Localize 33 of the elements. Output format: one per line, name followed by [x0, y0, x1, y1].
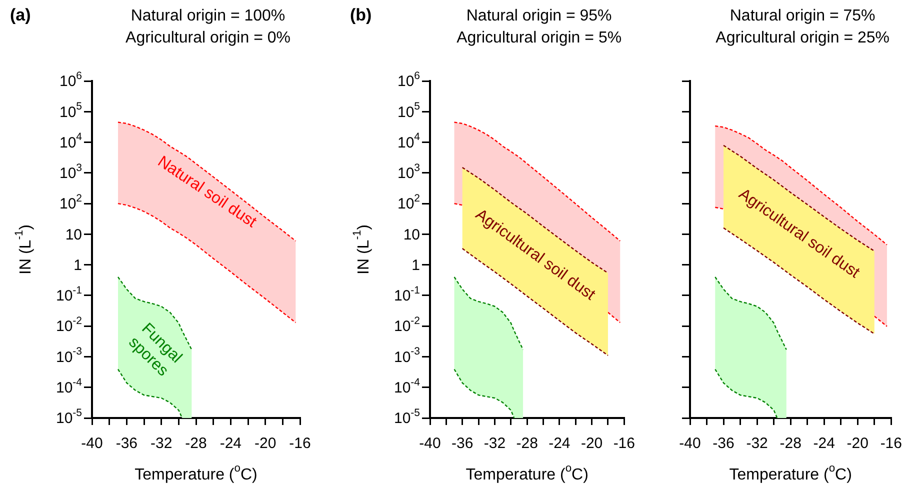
x-tick-label: -28	[780, 435, 802, 452]
x-tick-label: -36	[116, 435, 138, 452]
chart-title: Natural origin = 100% Agricultural origin = 0%	[126, 7, 290, 46]
y-tick-label: 1	[412, 256, 420, 274]
x-tick-label: -20	[846, 435, 868, 452]
x-tick-label: -40	[419, 435, 441, 452]
text: (b)	[350, 6, 372, 25]
x-tick-label: -40	[679, 435, 701, 452]
chart-title: Natural origin = 95% Agricultural origin = 5%	[456, 7, 622, 46]
x-tick-label: -16	[289, 435, 311, 452]
x-tick-label: -32	[150, 435, 172, 452]
y-tick-label: 10	[403, 226, 420, 244]
x-tick-label: -24	[813, 435, 835, 452]
y-tick-label: 10	[65, 226, 82, 244]
y-tick-label: 1	[74, 256, 82, 274]
x-tick-label: -16	[613, 435, 636, 452]
x-tick-label: -28	[185, 435, 207, 452]
text: (a)	[10, 6, 31, 25]
x-tick-label: -32	[746, 435, 768, 452]
x-tick-label: -40	[81, 435, 103, 452]
chart-title: Natural origin = 75% Agricultural origin = 25%	[716, 7, 890, 46]
x-tick-label: -20	[254, 435, 276, 452]
y-axis-title: IN (L-1)	[14, 224, 34, 274]
x-tick-label: -24	[220, 435, 242, 452]
x-tick-label: -16	[880, 435, 902, 452]
x-tick-label: -20	[580, 435, 603, 452]
x-tick-label: -36	[452, 435, 474, 452]
y-axis-title: IN (L-1)	[352, 224, 372, 274]
x-tick-label: -24	[548, 435, 570, 452]
x-tick-label: -28	[516, 435, 538, 452]
x-tick-label: -36	[712, 435, 734, 452]
line-series	[454, 368, 515, 419]
x-tick-label: -32	[484, 435, 506, 452]
